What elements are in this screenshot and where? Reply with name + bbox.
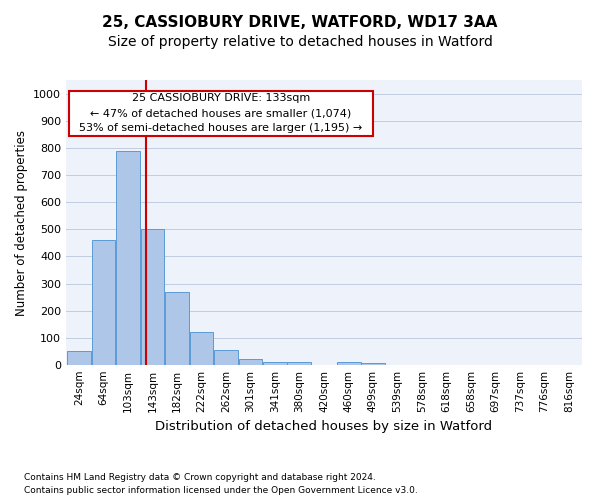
Y-axis label: Number of detached properties: Number of detached properties: [14, 130, 28, 316]
Bar: [165, 292, 188, 365]
Bar: [141, 230, 164, 365]
X-axis label: Distribution of detached houses by size in Watford: Distribution of detached houses by size …: [155, 420, 493, 434]
Bar: [67, 352, 91, 365]
Bar: [239, 359, 262, 365]
FancyBboxPatch shape: [68, 91, 373, 136]
Bar: [361, 363, 385, 365]
Bar: [337, 362, 361, 365]
Bar: [190, 332, 213, 365]
Bar: [263, 362, 287, 365]
Text: 25, CASSIOBURY DRIVE, WATFORD, WD17 3AA: 25, CASSIOBURY DRIVE, WATFORD, WD17 3AA: [103, 15, 497, 30]
Text: ← 47% of detached houses are smaller (1,074): ← 47% of detached houses are smaller (1,…: [90, 108, 352, 118]
Bar: [116, 150, 140, 365]
Text: Contains HM Land Registry data © Crown copyright and database right 2024.: Contains HM Land Registry data © Crown c…: [24, 472, 376, 482]
Bar: [214, 350, 238, 365]
Text: 53% of semi-detached houses are larger (1,195) →: 53% of semi-detached houses are larger (…: [79, 123, 362, 133]
Text: 25 CASSIOBURY DRIVE: 133sqm: 25 CASSIOBURY DRIVE: 133sqm: [131, 94, 310, 104]
Bar: [287, 362, 311, 365]
Text: Size of property relative to detached houses in Watford: Size of property relative to detached ho…: [107, 35, 493, 49]
Bar: [92, 240, 115, 365]
Text: Contains public sector information licensed under the Open Government Licence v3: Contains public sector information licen…: [24, 486, 418, 495]
